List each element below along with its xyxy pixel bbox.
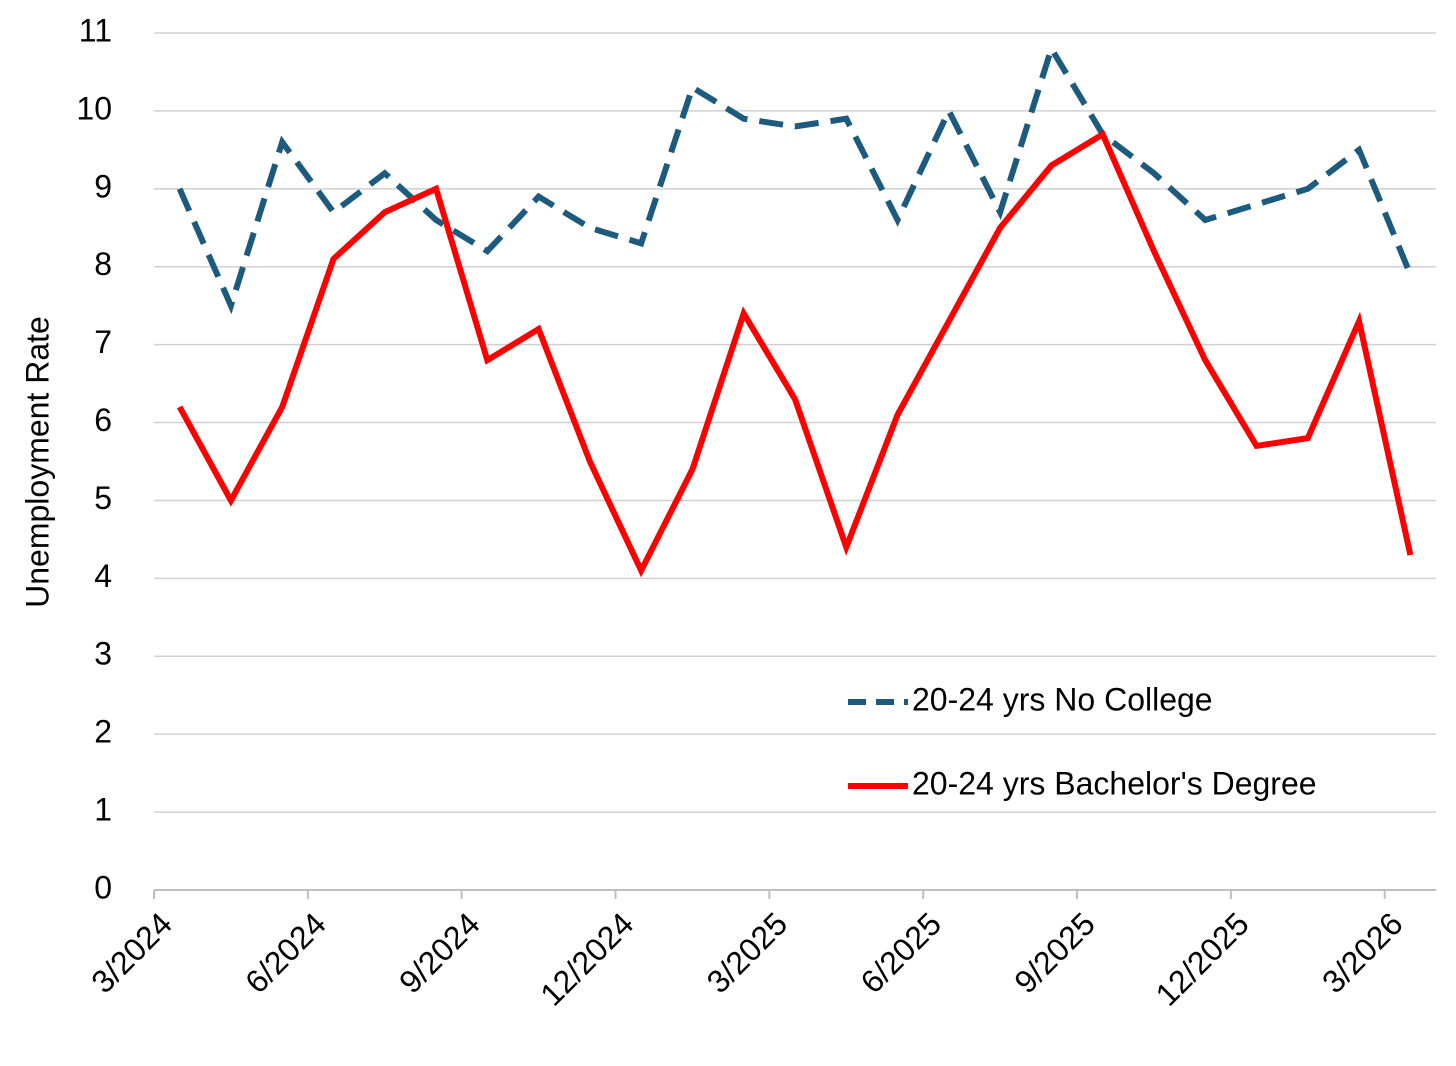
- x-tick-label: 6/2025: [853, 905, 948, 1000]
- x-tick-label: 3/2024: [84, 905, 179, 1000]
- y-tick-label: 9: [94, 168, 112, 204]
- line-series: [176, 41, 1414, 315]
- y-tick-label: 8: [94, 246, 112, 282]
- y-axis-label: Unemployment Rate: [19, 316, 55, 608]
- x-tick-label: 12/2025: [1149, 905, 1256, 1012]
- y-tick-label: 6: [94, 402, 112, 438]
- x-tick-label: 6/2024: [238, 905, 333, 1000]
- y-tick-label: 1: [94, 792, 112, 828]
- legend-label: 20-24 yrs No College: [912, 681, 1213, 717]
- line-series: [177, 129, 1414, 578]
- x-tick-label: 3/2026: [1315, 905, 1410, 1000]
- legend-label: 20-24 yrs Bachelor's Degree: [912, 765, 1317, 801]
- y-tick-label: 11: [79, 12, 112, 48]
- y-tick-label: 3: [94, 636, 112, 672]
- x-tick-label: 9/2025: [1007, 905, 1102, 1000]
- y-tick-label: 0: [94, 869, 112, 905]
- y-tick-label: 5: [94, 480, 112, 516]
- y-tick-label: 4: [94, 558, 112, 594]
- x-tick-label: 12/2024: [533, 905, 640, 1012]
- x-tick-label: 9/2024: [392, 905, 487, 1000]
- y-tick-label: 7: [94, 324, 112, 360]
- y-tick-label: 10: [76, 90, 112, 126]
- x-tick-label: 3/2025: [700, 905, 795, 1000]
- y-tick-label: 2: [94, 714, 112, 750]
